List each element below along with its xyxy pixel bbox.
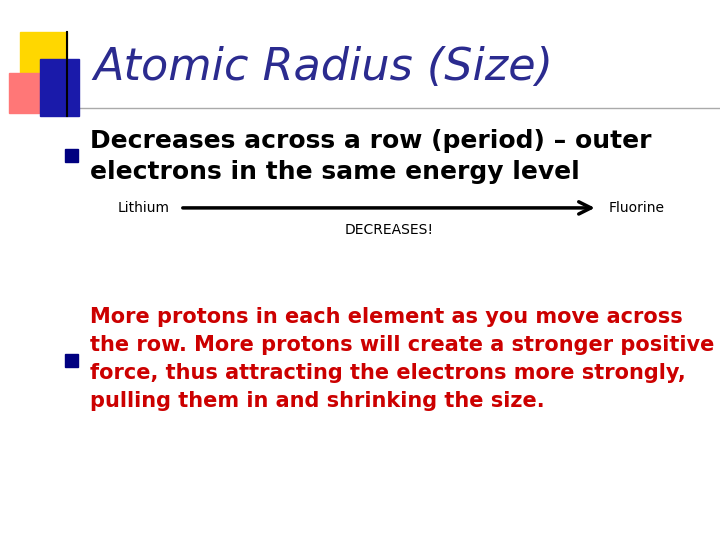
Bar [65, 148, 78, 162]
Text: More protons in each element as you move across
the row. More protons will creat: More protons in each element as you move… [90, 307, 714, 411]
Text: Lithium: Lithium [117, 201, 169, 215]
Text: DECREASES!: DECREASES! [344, 222, 433, 237]
Bar [40, 59, 79, 116]
Bar [9, 73, 46, 113]
Bar [65, 354, 78, 367]
Text: Atomic Radius (Size): Atomic Radius (Size) [94, 46, 554, 89]
Text: Decreases across a row (period) – outer
electrons in the same energy level: Decreases across a row (period) – outer … [90, 129, 652, 184]
Bar [20, 32, 67, 86]
Text: Fluorine: Fluorine [608, 201, 665, 215]
